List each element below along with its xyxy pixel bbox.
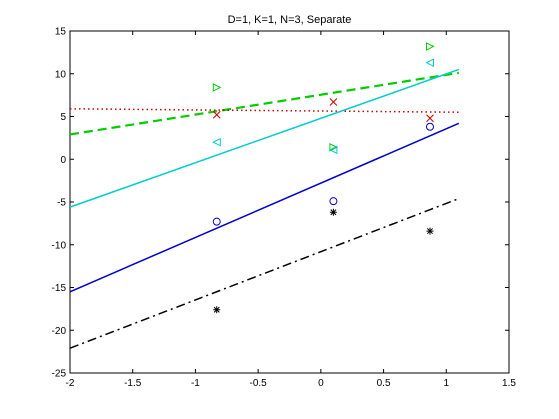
x-tick-label: 1	[444, 378, 450, 389]
x-tick-label: 0	[318, 378, 324, 389]
x-tick-label: 0.5	[377, 378, 391, 389]
x-tick-label: -0.5	[250, 378, 268, 389]
y-tick-label: 15	[55, 27, 67, 38]
axes-box	[69, 30, 510, 374]
y-tick-label: -5	[57, 198, 66, 209]
y-tick-label: 10	[55, 69, 67, 80]
series-1-point-1	[212, 217, 221, 226]
series-2-point-3	[425, 42, 435, 51]
x-tick-label: -1	[191, 378, 200, 389]
chart-title: D=1, K=1, N=3, Separate	[228, 14, 352, 26]
series-4-point-3	[425, 58, 434, 67]
y-tick-label: -25	[52, 369, 67, 380]
series-4-point-2	[328, 145, 338, 155]
series-1-fit-line	[69, 122, 460, 293]
x-tick-label: -1.5	[124, 378, 142, 389]
series-4-fit-line	[69, 68, 460, 208]
series-5-point-2	[329, 208, 337, 216]
series-5-point-1	[213, 306, 221, 314]
series-1-point-3	[425, 122, 434, 131]
x-tick-label: 1.5	[502, 378, 516, 389]
series-2-point-1	[212, 83, 222, 92]
y-tick-label: -10	[52, 240, 67, 251]
series-5-fit-line	[69, 197, 460, 349]
series-3-point-3	[426, 114, 434, 123]
y-tick-label: -20	[52, 326, 67, 337]
plot-area: -2 -1.5 -1 -0.5 0 0.5 1 1.5 -25 -20 -15 -10 -5 0 5 10 15	[52, 27, 517, 390]
series-3-fit-line	[69, 108, 459, 113]
series-2-point-2	[329, 142, 339, 152]
series-3-point-1	[212, 110, 221, 119]
y-tick-label: -15	[52, 283, 67, 294]
x-tick-label: -2	[66, 378, 75, 389]
y-tick-label: 0	[60, 155, 66, 166]
series-4-point-1	[212, 137, 221, 147]
series-3-point-2	[329, 98, 338, 106]
series-1-point-2	[329, 197, 338, 206]
series-5-point-3	[426, 227, 434, 235]
series-2-fit-line	[69, 71, 460, 136]
y-tick-label: 5	[60, 112, 66, 123]
